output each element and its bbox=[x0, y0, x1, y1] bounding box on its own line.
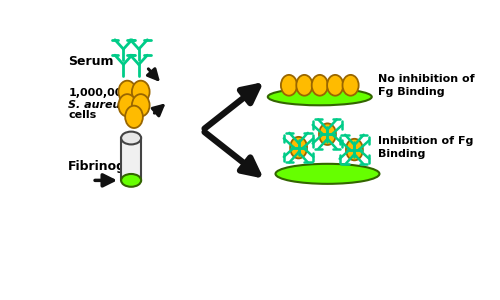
Ellipse shape bbox=[290, 137, 307, 158]
Ellipse shape bbox=[121, 174, 141, 187]
Text: 1,000,000: 1,000,000 bbox=[68, 88, 130, 98]
Ellipse shape bbox=[132, 94, 150, 116]
Ellipse shape bbox=[268, 88, 372, 105]
Ellipse shape bbox=[296, 75, 312, 96]
Ellipse shape bbox=[125, 106, 143, 128]
Ellipse shape bbox=[276, 164, 380, 184]
Text: Inhibition of Fg
Binding: Inhibition of Fg Binding bbox=[378, 136, 473, 159]
Ellipse shape bbox=[327, 75, 344, 96]
FancyBboxPatch shape bbox=[121, 138, 141, 180]
Ellipse shape bbox=[319, 123, 336, 145]
Ellipse shape bbox=[118, 94, 136, 116]
Ellipse shape bbox=[312, 75, 328, 96]
Text: Fibrinogen: Fibrinogen bbox=[68, 160, 144, 173]
Text: Serum: Serum bbox=[68, 55, 114, 68]
Ellipse shape bbox=[132, 81, 150, 103]
Text: cells: cells bbox=[68, 110, 96, 120]
Ellipse shape bbox=[346, 139, 363, 160]
Ellipse shape bbox=[281, 75, 297, 96]
Text: S. aureus: S. aureus bbox=[68, 100, 128, 110]
Ellipse shape bbox=[118, 81, 136, 103]
Text: No inhibition of
Fg Binding: No inhibition of Fg Binding bbox=[378, 74, 474, 97]
Ellipse shape bbox=[342, 75, 358, 96]
Ellipse shape bbox=[121, 132, 141, 144]
